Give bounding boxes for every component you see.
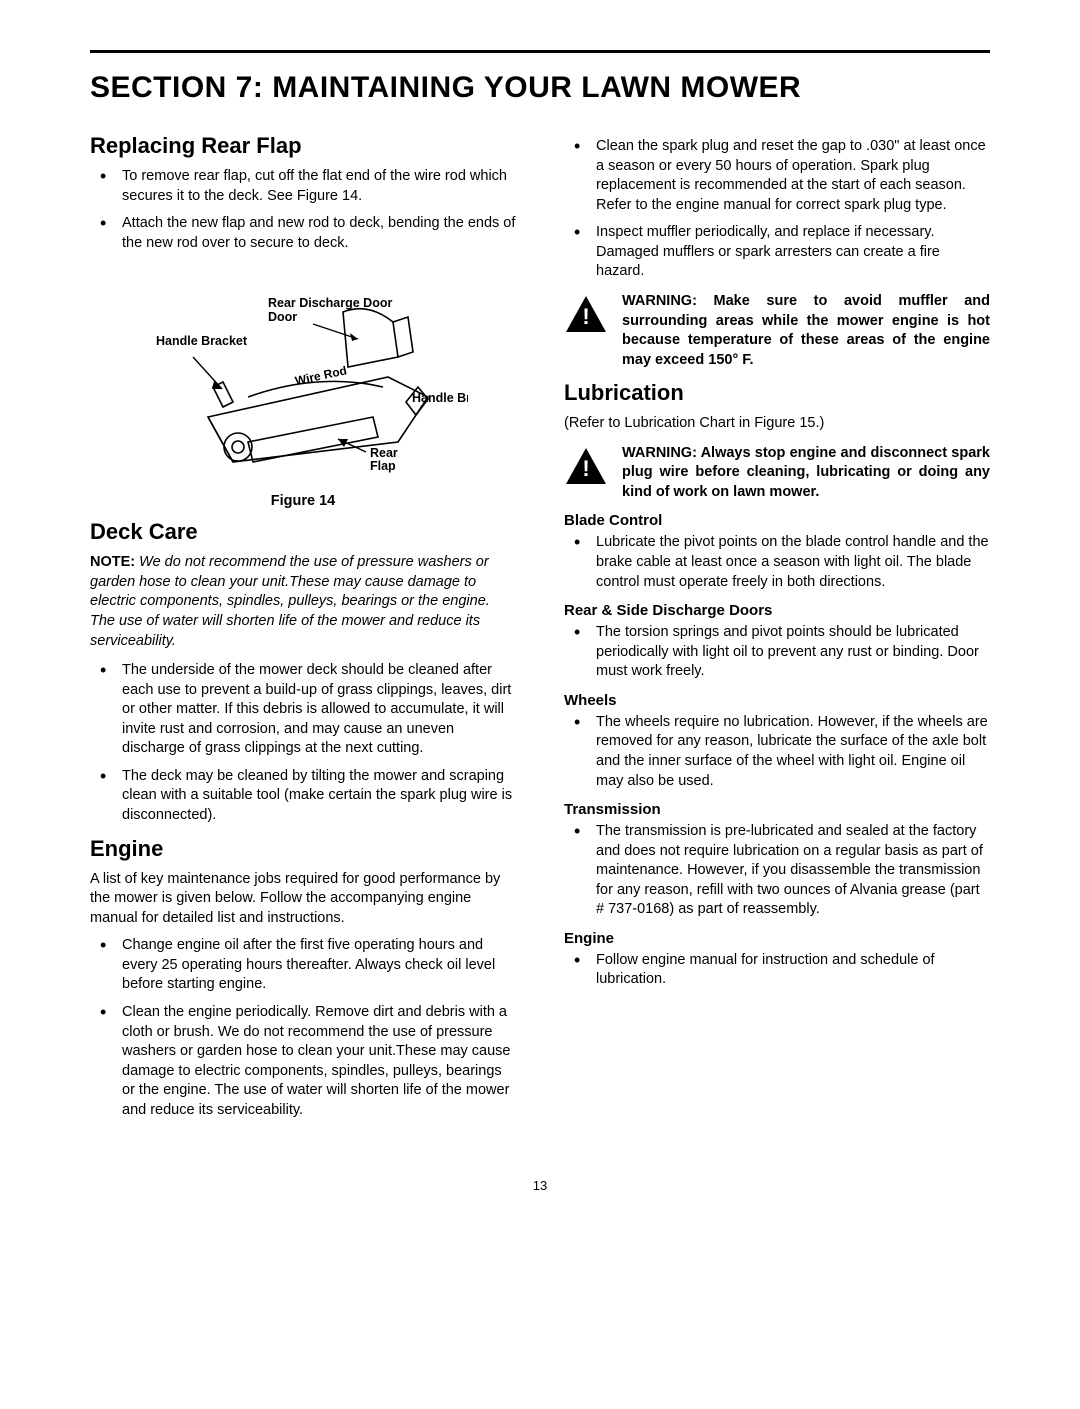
blade-control-heading: Blade Control xyxy=(564,512,990,529)
page-number: 13 xyxy=(90,1178,990,1193)
label-rear-discharge-door: Rear Discharge Door xyxy=(268,296,392,310)
replacing-rear-flap-heading: Replacing Rear Flap xyxy=(90,133,516,159)
warning-text: WARNING: Make sure to avoid muffler and … xyxy=(622,292,990,370)
engine-intro: A list of key maintenance jobs required … xyxy=(90,870,516,929)
svg-text:Handle Bracket: Handle Bracket xyxy=(412,391,468,405)
list-item: To remove rear flap, cut off the flat en… xyxy=(90,167,516,206)
figure-14-svg: Rear Discharge Door Door Handle Bracket … xyxy=(138,267,468,487)
warning-icon: ! xyxy=(564,294,608,339)
discharge-doors-list: The torsion springs and pivot points sho… xyxy=(564,623,990,682)
discharge-doors-heading: Rear & Side Discharge Doors xyxy=(564,602,990,619)
engine-heading: Engine xyxy=(90,836,516,862)
warning-icon: ! xyxy=(564,446,608,491)
list-item: Change engine oil after the first five o… xyxy=(90,936,516,995)
warning-lubrication: ! WARNING: Always stop engine and discon… xyxy=(564,444,990,503)
engine-sub-heading: Engine xyxy=(564,930,990,947)
engine-list: Change engine oil after the first five o… xyxy=(90,936,516,1120)
list-item: Follow engine manual for instruction and… xyxy=(564,951,990,990)
list-item: The transmission is pre-lubricated and s… xyxy=(564,822,990,920)
note-text: We do not recommend the use of pressure … xyxy=(90,554,490,648)
list-item: Lubricate the pivot points on the blade … xyxy=(564,533,990,592)
lubrication-ref: (Refer to Lubrication Chart in Figure 15… xyxy=(564,414,990,434)
list-item: The torsion springs and pivot points sho… xyxy=(564,623,990,682)
list-item: Clean the spark plug and reset the gap t… xyxy=(564,137,990,215)
top-rule xyxy=(90,50,990,53)
left-column: Replacing Rear Flap To remove rear flap,… xyxy=(90,133,516,1128)
right-column: Clean the spark plug and reset the gap t… xyxy=(564,133,990,1128)
note-label: NOTE: xyxy=(90,554,135,570)
svg-text:Wire Rod: Wire Rod xyxy=(294,364,348,389)
engine-sub-list: Follow engine manual for instruction and… xyxy=(564,951,990,990)
svg-text:Door: Door xyxy=(268,310,297,324)
transmission-list: The transmission is pre-lubricated and s… xyxy=(564,822,990,920)
list-item: Attach the new flap and new rod to deck,… xyxy=(90,214,516,253)
wheels-list: The wheels require no lubrication. Howev… xyxy=(564,713,990,791)
list-item: Clean the engine periodically. Remove di… xyxy=(90,1003,516,1120)
deck-care-list: The underside of the mower deck should b… xyxy=(90,661,516,826)
replacing-rear-flap-list: To remove rear flap, cut off the flat en… xyxy=(90,167,516,253)
deck-care-note: NOTE: We do not recommend the use of pre… xyxy=(90,553,516,651)
lubrication-heading: Lubrication xyxy=(564,380,990,406)
svg-text:Handle Bracket: Handle Bracket xyxy=(156,334,248,348)
transmission-heading: Transmission xyxy=(564,801,990,818)
list-item: The wheels require no lubrication. Howev… xyxy=(564,713,990,791)
svg-text:!: ! xyxy=(582,456,589,481)
section-title: SECTION 7: MAINTAINING YOUR LAWN MOWER xyxy=(90,71,990,105)
deck-care-heading: Deck Care xyxy=(90,519,516,545)
list-item: The underside of the mower deck should b… xyxy=(90,661,516,759)
warning-muffler: ! WARNING: Make sure to avoid muffler an… xyxy=(564,292,990,370)
svg-text:RearFlap: RearFlap xyxy=(370,446,398,473)
figure-14: Rear Discharge Door Door Handle Bracket … xyxy=(90,267,516,509)
blade-control-list: Lubricate the pivot points on the blade … xyxy=(564,533,990,592)
svg-text:!: ! xyxy=(582,304,589,329)
list-item: Inspect muffler periodically, and replac… xyxy=(564,223,990,282)
wheels-heading: Wheels xyxy=(564,692,990,709)
list-item: The deck may be cleaned by tilting the m… xyxy=(90,767,516,826)
warning-text: WARNING: Always stop engine and disconne… xyxy=(622,444,990,503)
engine-list-cont: Clean the spark plug and reset the gap t… xyxy=(564,137,990,282)
figure-14-caption: Figure 14 xyxy=(90,493,516,509)
content-columns: Replacing Rear Flap To remove rear flap,… xyxy=(90,133,990,1128)
